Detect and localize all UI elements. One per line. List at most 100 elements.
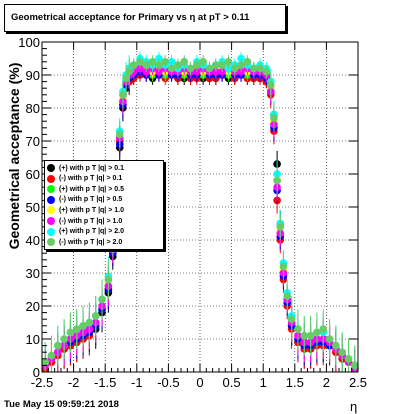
x-axis-label: η	[350, 399, 358, 414]
data-point	[199, 58, 207, 66]
data-point	[115, 130, 124, 139]
data-point	[79, 322, 87, 330]
y-tick-label: 90	[26, 68, 40, 83]
data-point	[287, 315, 296, 324]
data-point	[273, 176, 281, 185]
legend-label: (+) with p T |q| > 0.5	[59, 185, 124, 193]
y-tick-label: 10	[26, 332, 40, 347]
data-point	[104, 275, 113, 284]
data-point	[294, 325, 302, 333]
series-layer	[41, 51, 359, 373]
x-tick-label: -1.5	[94, 375, 116, 390]
legend-item-3: (+) with p T |q| > 0.5	[47, 184, 124, 194]
y-tick-label: 50	[26, 200, 40, 215]
x-tick-label: 1.5	[286, 375, 304, 390]
data-point	[174, 61, 182, 69]
timestamp: Tue May 15 09:59:21 2018	[4, 399, 119, 410]
data-point	[66, 328, 75, 337]
data-point	[142, 61, 151, 69]
data-point	[60, 335, 68, 343]
legend-label: (+) with p T |q| > 2.0	[59, 228, 124, 236]
x-tick-label: -1	[131, 375, 143, 390]
legend-item-2: (-) with p T |q| > 0.1	[47, 174, 122, 184]
legend-marker	[47, 164, 55, 172]
legend-item-7: (+) with p T |q| > 2.0	[47, 227, 124, 237]
data-point	[205, 64, 214, 73]
legend-label: (-) with p T |q| > 2.0	[59, 238, 123, 246]
x-tick-label: -2.5	[31, 375, 53, 390]
data-point	[313, 328, 321, 337]
chart-title-box: Geometrical acceptance for Primary vs η …	[4, 4, 286, 32]
y-axis-label: Geometrical acceptance (%)	[6, 62, 22, 250]
data-point	[351, 361, 359, 370]
chart-title: Geometrical acceptance for Primary vs η …	[11, 12, 250, 23]
legend-label: (+) with p T |q| > 1.0	[59, 206, 124, 214]
y-tick-label: 40	[26, 233, 40, 248]
legend-marker	[47, 185, 55, 194]
data-point	[136, 58, 144, 66]
data-point	[148, 58, 157, 66]
data-point	[224, 58, 233, 66]
data-point	[85, 318, 94, 327]
data-point	[344, 355, 353, 363]
data-point	[237, 61, 245, 69]
legend-label: (-) with p T |q| > 0.5	[59, 196, 123, 204]
data-point	[167, 64, 176, 73]
data-point	[283, 292, 292, 300]
data-point	[332, 341, 340, 350]
data-point	[54, 341, 62, 350]
data-point	[230, 64, 239, 73]
legend-marker	[47, 174, 55, 183]
data-point	[98, 295, 106, 304]
legend-label: (-) with p T |q| > 0.1	[59, 175, 123, 183]
data-point	[306, 331, 315, 340]
legend-marker	[47, 227, 55, 236]
data-point	[300, 331, 309, 340]
data-point	[91, 312, 100, 320]
data-point	[119, 91, 127, 99]
data-point	[256, 64, 264, 73]
data-point	[161, 58, 170, 66]
y-axis: 0 10 20 30 40 50 60 70 80 90 100	[18, 35, 358, 380]
data-point	[72, 325, 81, 333]
data-point	[338, 348, 347, 357]
x-tick-label: 2	[323, 375, 330, 390]
y-tick-label: 70	[26, 134, 40, 149]
data-point	[218, 61, 226, 69]
data-point	[122, 74, 130, 83]
data-point	[129, 61, 138, 69]
data-point	[262, 67, 271, 76]
legend-item-5: (+) with p T |q| > 1.0	[47, 205, 124, 215]
legend-label: (-) with p T |q| > 1.0	[59, 217, 123, 225]
legend-item-6: (-) with p T |q| > 1.0	[47, 216, 122, 226]
data-point	[270, 114, 278, 122]
y-tick-label: 0	[33, 365, 40, 380]
x-tick-label: 2.5	[349, 375, 367, 390]
legend-item-8: (-) with p T |q| > 2.0	[47, 237, 122, 247]
y-tick-label: 20	[26, 299, 40, 314]
data-point	[325, 335, 334, 343]
legend: (+) with p T |q| > 0.1 (-) with p T |q| >…	[44, 160, 164, 250]
data-point	[41, 358, 49, 366]
data-point	[180, 58, 188, 66]
x-tick-label: -2	[68, 375, 80, 390]
legend-label: (+) with p T |q| > 0.1	[59, 164, 124, 172]
data-point	[47, 351, 56, 360]
legend-marker	[47, 195, 55, 204]
legend-marker	[47, 206, 55, 215]
data-point	[186, 64, 195, 73]
x-tick-label: 1	[260, 375, 267, 390]
data-point	[279, 262, 288, 271]
data-point	[319, 325, 328, 333]
legend-item-1: (+) with p T |q| > 0.1	[47, 163, 124, 173]
legend-item-4: (-) with p T |q| > 0.5	[47, 195, 122, 205]
data-point	[249, 64, 258, 73]
y-tick-label: 60	[26, 167, 40, 182]
y-tick-label: 80	[26, 101, 40, 116]
data-point	[193, 61, 201, 69]
data-point	[266, 81, 275, 89]
x-tick-label: 0	[196, 375, 203, 390]
data-point	[125, 67, 134, 76]
y-tick-label: 100	[18, 35, 40, 50]
